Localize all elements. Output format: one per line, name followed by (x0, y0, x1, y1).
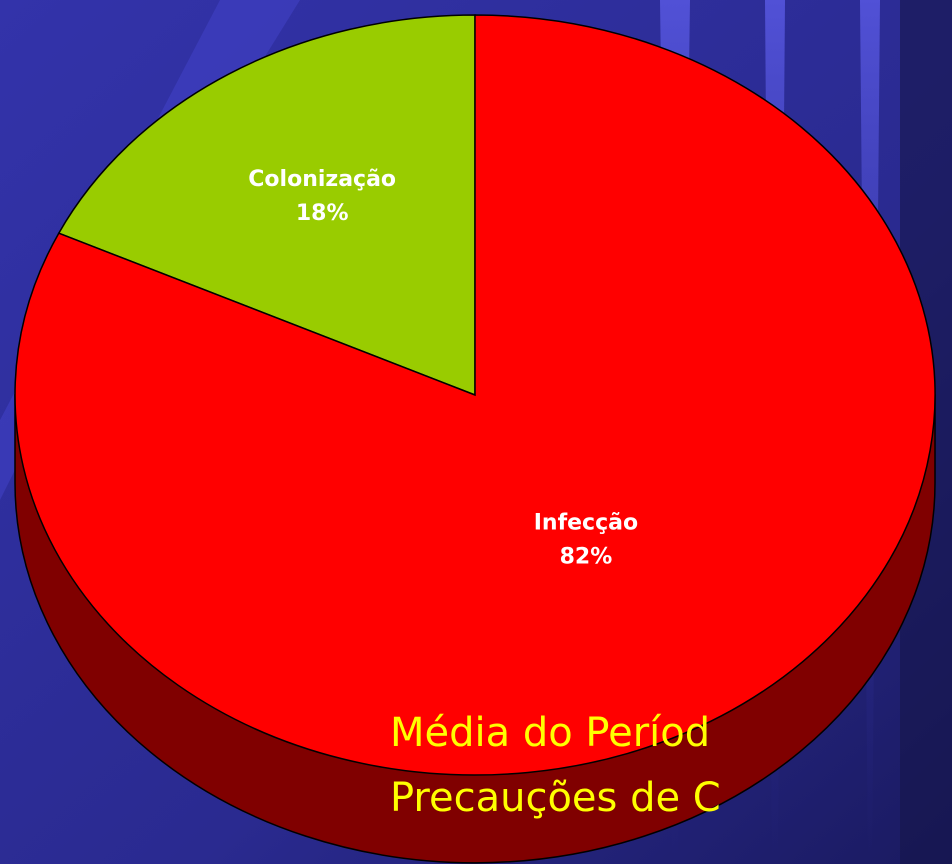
pie-slice (14, 14, 936, 776)
slice-value-label: 82% (560, 544, 613, 569)
slice-label: Colonização (248, 167, 396, 192)
caption-line: Média do Períod (390, 710, 710, 756)
pie-slice (57, 14, 476, 397)
caption-line: Precauções de C (390, 775, 721, 821)
pie: Colonização 18% Infecção 82% (14, 14, 936, 864)
slice-value-label: 18% (296, 201, 349, 226)
slice-label: Infecção (534, 510, 638, 535)
